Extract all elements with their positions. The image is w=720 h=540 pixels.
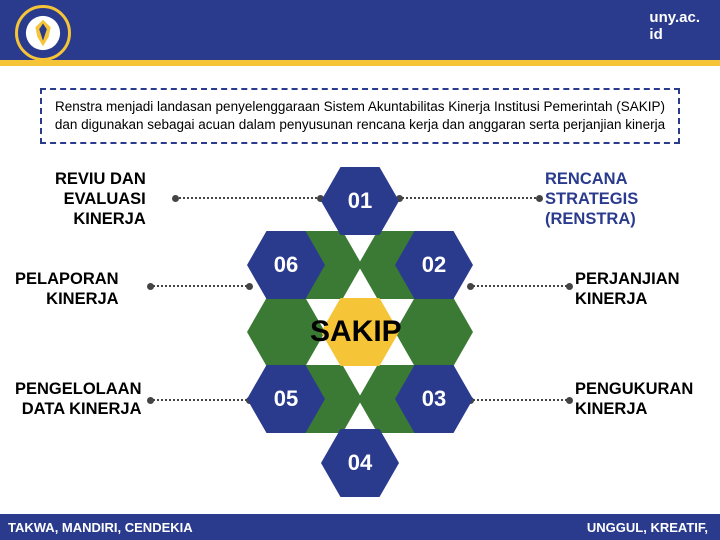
hex-number: 06: [274, 252, 298, 278]
header-url: uny.ac. id: [649, 10, 700, 43]
hex-node-02: 02: [395, 231, 473, 299]
sakip-hex-diagram: 01 RENCANASTRATEGIS(RENSTRA) 02 PERJANJIANK…: [0, 155, 720, 510]
connector-line: [470, 399, 570, 401]
hex-node-06: 06: [247, 231, 325, 299]
uny-logo: [15, 5, 71, 61]
node-label-05: PENGELOLAANDATA KINERJA: [15, 380, 142, 420]
node-label-02: PERJANJIANKINERJA: [575, 270, 680, 310]
footer-bar: TAKWA, MANDIRI, CENDEKIA UNGGUL, KREATIF…: [0, 514, 720, 540]
inner-hex: [395, 298, 473, 366]
hex-node-01: 01: [321, 167, 399, 235]
connector-line: [399, 197, 540, 199]
connector-line: [175, 197, 321, 199]
node-label-06: PELAPORANKINERJA: [15, 270, 119, 310]
url-line1: uny.ac.: [649, 10, 700, 27]
node-label-03: PENGUKURANKINERJA: [575, 380, 693, 420]
connector-line: [470, 285, 570, 287]
connector-line: [150, 285, 250, 287]
hex-number: 03: [422, 386, 446, 412]
url-line2: id: [649, 27, 700, 44]
hex-number: 05: [274, 386, 298, 412]
renstra-description-text: Renstra menjadi landasan penyelenggaraan…: [55, 99, 665, 132]
hex-number: 04: [348, 450, 372, 476]
hex-node-05: 05: [247, 365, 325, 433]
center-sakip-label: SAKIP: [310, 315, 402, 349]
hex-number: 01: [348, 188, 372, 214]
hex-node-03: 03: [395, 365, 473, 433]
hex-number: 02: [422, 252, 446, 278]
hex-node-04: 04: [321, 429, 399, 497]
footer-right: UNGGUL, KREATIF,: [587, 520, 708, 535]
node-label-reviu: REVIU DANEVALUASIKINERJA: [55, 170, 146, 229]
node-label-01: RENCANASTRATEGIS(RENSTRA): [545, 170, 638, 229]
header-bar: uny.ac. id: [0, 0, 720, 60]
eagle-emblem-icon: [24, 14, 62, 52]
renstra-description-box: Renstra menjadi landasan penyelenggaraan…: [40, 88, 680, 144]
footer-left: TAKWA, MANDIRI, CENDEKIA: [8, 520, 193, 535]
connector-line: [150, 399, 250, 401]
